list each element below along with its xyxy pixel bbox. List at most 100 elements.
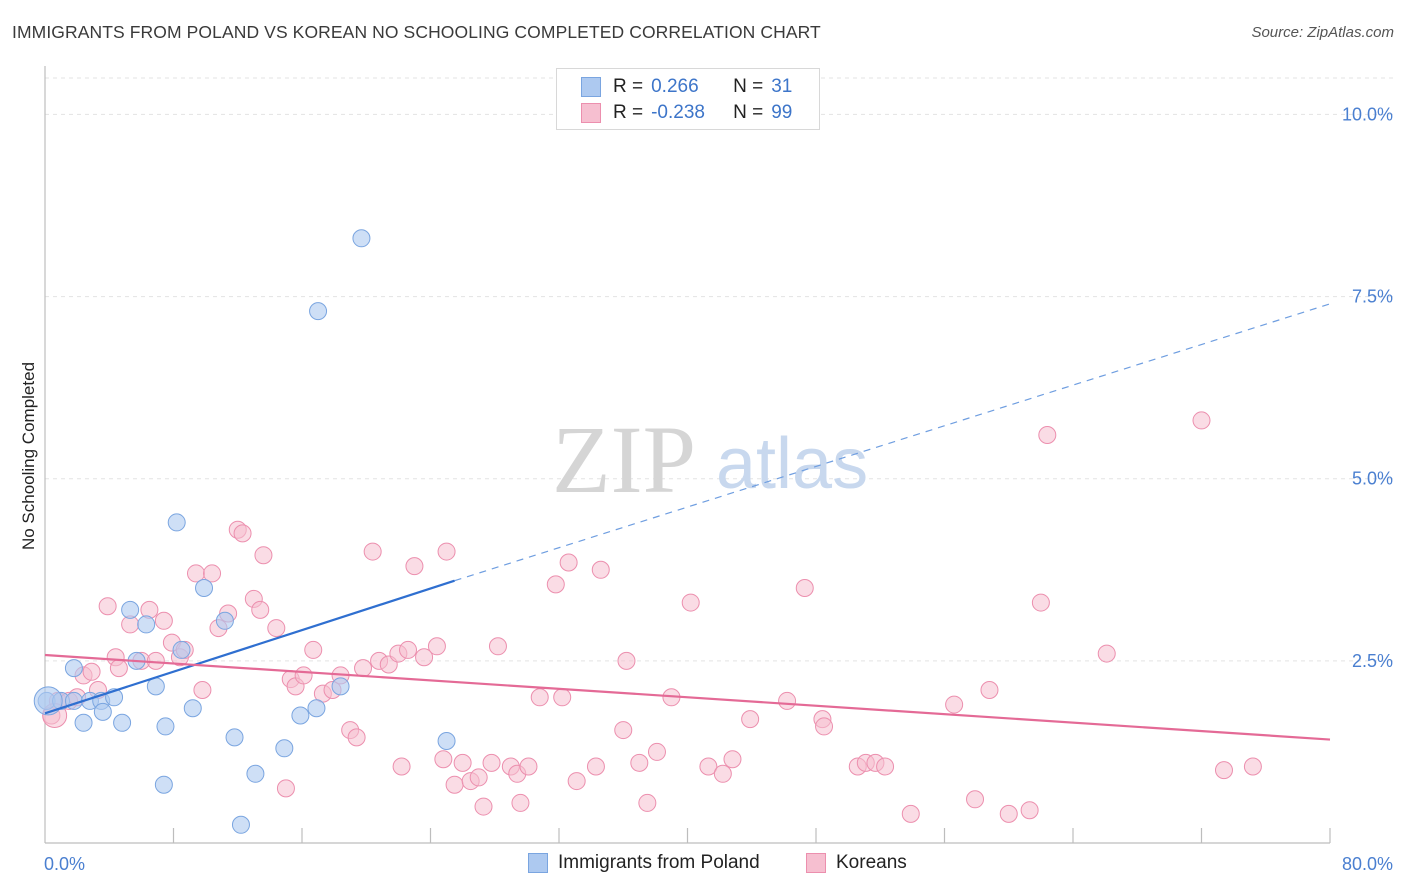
source-label: Source: ZipAtlas.com xyxy=(1251,24,1394,41)
data-point-koreans xyxy=(681,593,700,612)
data-point-koreans xyxy=(347,728,366,747)
legend-n-value: 31 xyxy=(771,76,793,97)
data-point-poland xyxy=(33,686,63,716)
data-point-poland xyxy=(331,677,350,696)
data-point-koreans xyxy=(437,542,456,561)
legend-row-koreans: R = -0.238 N = 99 xyxy=(581,101,792,125)
data-point-koreans xyxy=(276,779,295,798)
data-point-koreans xyxy=(553,688,572,707)
data-point-poland xyxy=(156,717,175,736)
watermark-zip: ZIP xyxy=(552,406,696,513)
data-point-koreans xyxy=(591,560,610,579)
data-point-poland xyxy=(74,713,93,732)
data-point-koreans xyxy=(567,772,586,791)
data-point-poland xyxy=(307,699,326,718)
bottom-legend-swatch-poland xyxy=(528,853,548,873)
data-point-koreans xyxy=(876,757,895,776)
trend-lines xyxy=(44,303,1331,741)
legend-r-label: R = xyxy=(613,102,644,123)
data-point-koreans xyxy=(193,681,212,699)
data-point-koreans xyxy=(363,542,382,561)
tick-labels: 2.5% 5.0% 7.5% 10.0% 0.0% 80.0% xyxy=(44,104,1393,874)
data-point-poland xyxy=(215,611,234,630)
y-tick-label: 2.5% xyxy=(1352,651,1393,671)
data-point-koreans xyxy=(966,790,985,809)
data-point-koreans xyxy=(474,797,493,816)
bottom-legend-poland: Immigrants from Poland xyxy=(528,852,760,874)
data-point-koreans xyxy=(901,804,920,823)
data-point-koreans xyxy=(530,688,549,707)
data-point-koreans xyxy=(945,695,964,714)
legend-swatch-poland xyxy=(581,77,601,97)
data-point-koreans xyxy=(109,659,128,678)
bottom-legend-koreans: Koreans xyxy=(806,852,907,874)
y-tick-label: 10.0% xyxy=(1342,104,1393,124)
trend-line-poland xyxy=(44,579,455,715)
watermark: ZIP atlas xyxy=(552,406,868,513)
data-point-poland xyxy=(352,229,371,248)
data-point-koreans xyxy=(267,619,286,638)
data-point-koreans xyxy=(254,546,273,565)
data-point-poland xyxy=(183,699,202,718)
bottom-legend-label-koreans: Koreans xyxy=(836,852,907,873)
data-point-koreans xyxy=(999,804,1018,823)
data-point-poland xyxy=(93,702,112,721)
trend-line-koreans xyxy=(44,653,1331,741)
data-point-koreans xyxy=(1031,593,1050,612)
series-immigrants-from-poland xyxy=(33,229,456,834)
chart-title: IMMIGRANTS FROM POLAND VS KOREAN NO SCHO… xyxy=(12,22,821,42)
data-point-koreans xyxy=(98,597,117,616)
legend-row-poland: R = 0.266 N = 31 xyxy=(581,75,792,99)
data-point-koreans xyxy=(647,742,666,761)
data-point-koreans xyxy=(233,524,252,543)
data-point-koreans xyxy=(778,691,797,710)
data-point-poland xyxy=(291,706,310,725)
watermark-atlas: atlas xyxy=(716,424,868,504)
bottom-legend-swatch-koreans xyxy=(806,853,826,873)
data-point-poland xyxy=(246,764,265,783)
data-point-poland xyxy=(113,713,132,732)
data-point-koreans xyxy=(140,600,159,619)
data-point-koreans xyxy=(1097,644,1116,663)
data-point-koreans xyxy=(453,753,472,772)
data-point-koreans xyxy=(392,757,411,776)
data-point-koreans xyxy=(519,757,538,776)
data-point-koreans xyxy=(405,557,424,576)
data-point-koreans xyxy=(1038,426,1057,444)
data-point-poland xyxy=(154,775,173,794)
y-tick-label: 5.0% xyxy=(1352,469,1393,489)
y-axis-label: No Schooling Completed xyxy=(19,362,38,550)
data-point-poland xyxy=(64,659,83,678)
x-tick-label: 80.0% xyxy=(1342,854,1393,874)
data-point-koreans xyxy=(559,553,578,572)
data-point-koreans xyxy=(741,710,760,729)
x-tick-label: 0.0% xyxy=(44,854,85,874)
data-point-poland xyxy=(231,815,250,834)
data-point-koreans xyxy=(630,753,649,772)
data-point-koreans xyxy=(546,575,565,594)
data-point-koreans xyxy=(304,640,323,659)
data-point-poland xyxy=(275,739,294,758)
data-point-koreans xyxy=(1020,801,1039,820)
y-tick-label: 7.5% xyxy=(1352,287,1393,307)
data-point-koreans xyxy=(469,768,488,787)
data-point-koreans xyxy=(713,764,732,783)
data-point-koreans xyxy=(488,637,507,656)
legend-n-value: 99 xyxy=(771,102,793,123)
data-point-koreans xyxy=(427,637,446,656)
data-point-poland xyxy=(225,728,244,747)
data-point-koreans xyxy=(482,753,501,772)
data-point-poland xyxy=(195,579,214,597)
legend-r-label: R = xyxy=(613,76,644,97)
bottom-legend-label-poland: Immigrants from Poland xyxy=(558,852,760,873)
data-point-koreans xyxy=(415,648,434,667)
data-point-koreans xyxy=(154,611,173,630)
legend-r-value: 0.266 xyxy=(651,76,699,97)
data-point-poland xyxy=(172,640,191,659)
data-point-poland xyxy=(167,513,186,532)
grid-lines xyxy=(45,77,1395,662)
data-point-poland xyxy=(121,600,140,619)
data-point-koreans xyxy=(511,793,530,812)
legend-r-value: -0.238 xyxy=(651,102,705,123)
data-point-koreans xyxy=(1192,411,1211,430)
